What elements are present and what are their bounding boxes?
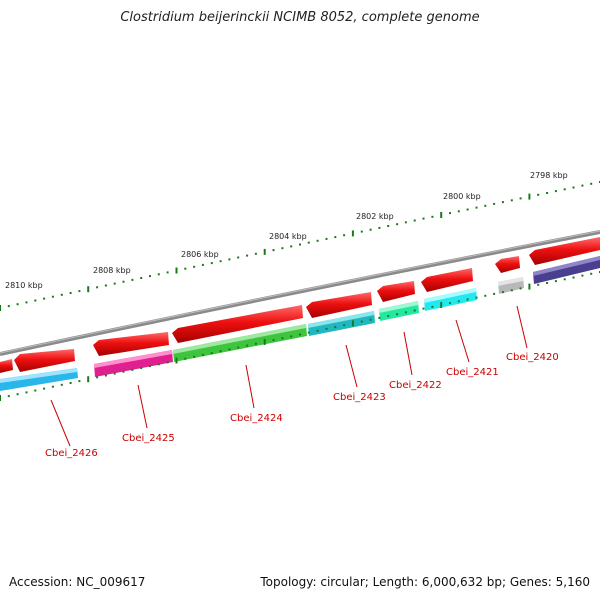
scale-label: 2802 kbp (356, 212, 394, 221)
gene-arrow[interactable] (172, 305, 303, 343)
gene-label[interactable]: Cbei_2424 (230, 413, 283, 424)
genome-backbone (0, 230, 600, 356)
scale-label: 2804 kbp (269, 232, 307, 241)
scale-ticks: 2810 kbp 2808 kbp 2806 kbp 2804 kbp 2802… (0, 171, 600, 311)
gene-label[interactable]: Cbei_2423 (333, 392, 386, 403)
cds-bar[interactable] (308, 311, 374, 328)
scale-labels: 2810 kbp 2808 kbp 2806 kbp 2804 kbp 2802… (5, 171, 568, 290)
gene-label[interactable]: Cbei_2426 (45, 448, 98, 459)
scale-label: 2806 kbp (181, 250, 219, 259)
cds-bar[interactable] (94, 350, 172, 368)
scale-label: 2810 kbp (5, 281, 43, 290)
gene-arrow[interactable] (93, 332, 169, 356)
accession-text: Accession: NC_009617 (9, 575, 146, 589)
cds-bar[interactable] (0, 368, 77, 383)
gene-arrow[interactable] (14, 349, 75, 372)
cds-bar[interactable] (424, 288, 476, 303)
page-title: Clostridium beijerinckii NCIMB 8052, com… (120, 10, 480, 25)
scale-label: 2808 kbp (93, 266, 131, 275)
gene-track (0, 237, 600, 373)
gene-label[interactable]: Cbei_2421 (446, 367, 499, 378)
genome-summary: Topology: circular; Length: 6,000,632 bp… (260, 575, 590, 589)
cds-bar[interactable] (498, 277, 523, 286)
scale-label: 2798 kbp (530, 171, 568, 180)
gene-arrow[interactable] (529, 237, 600, 265)
cds-bar[interactable] (173, 324, 306, 354)
gene-arrow[interactable] (306, 292, 372, 318)
gene-label[interactable]: Cbei_2422 (389, 380, 442, 391)
cds-track (0, 256, 600, 391)
gene-arrow[interactable] (495, 256, 520, 273)
scale-label: 2800 kbp (443, 192, 481, 201)
gene-arrow[interactable] (377, 281, 415, 302)
gene-arrow[interactable] (421, 268, 473, 292)
gene-label[interactable]: Cbei_2420 (506, 352, 559, 363)
gene-labels: Cbei_2426 Cbei_2425 Cbei_2424 Cbei_2423 … (45, 305, 559, 459)
inner-ticks (0, 271, 600, 401)
gene-arrow[interactable] (0, 359, 13, 373)
gene-label[interactable]: Cbei_2425 (122, 433, 175, 444)
cds-bar[interactable] (533, 256, 600, 276)
cds-bar[interactable] (379, 301, 418, 313)
